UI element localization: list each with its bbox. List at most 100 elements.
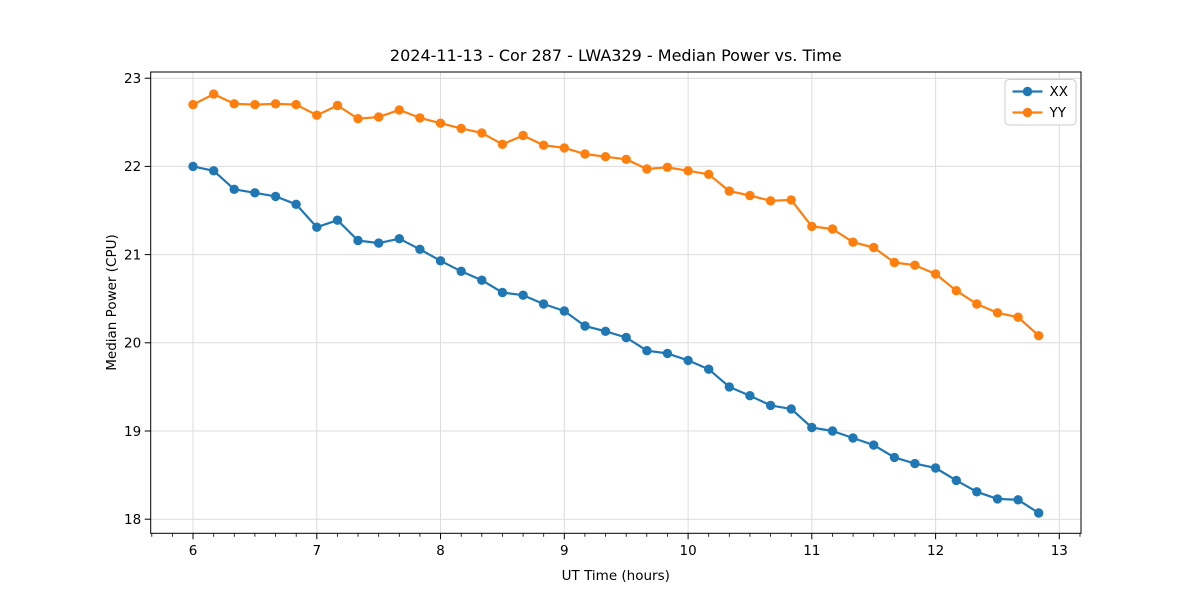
series-xx-point [848, 433, 858, 443]
series-xx-point [538, 299, 549, 309]
series-xx-point [415, 244, 425, 254]
series-xx-point [497, 287, 508, 298]
legend-label-xx: XX [1050, 84, 1069, 100]
series-xx-point [270, 191, 281, 202]
series-yy-point [642, 164, 652, 174]
series-yy-point [745, 190, 755, 201]
y-axis-label: Median Power (CPU) [104, 234, 120, 370]
series-yy-point [848, 237, 858, 247]
series-yy-point [332, 100, 343, 111]
series-xx-point [786, 404, 796, 414]
series-xx-point [1013, 495, 1023, 505]
series-xx-point [312, 222, 322, 232]
y-tick-labels: 18 19 20 21 22 23 [124, 71, 141, 528]
series-yy-point [477, 128, 487, 138]
series-yy-point [291, 99, 301, 110]
series-yy-point [662, 162, 673, 172]
series-yy-point [704, 169, 714, 179]
x-tick-label: 10 [680, 543, 697, 559]
series-yy-point [518, 130, 528, 141]
series-xx-point [250, 188, 260, 198]
series-xx-point [188, 161, 198, 172]
series-xx-point [930, 463, 941, 473]
series-xx-point [642, 346, 652, 356]
series-xx-point [951, 475, 961, 486]
series-yy-point [312, 110, 322, 120]
series-yy-point [972, 299, 982, 309]
series-xx-point [477, 275, 487, 285]
series-xx-point [807, 422, 817, 433]
series-xx-point [662, 348, 673, 359]
series-yy-point [621, 154, 631, 164]
data-series [188, 89, 1044, 518]
series-xx-point [745, 391, 755, 401]
series-yy-point [250, 99, 260, 110]
series-yy-point [374, 112, 384, 122]
series-yy-point [435, 118, 446, 128]
legend-marker-xx [1022, 86, 1033, 97]
series-xx-point [600, 326, 611, 336]
x-tick-label: 11 [803, 543, 820, 559]
y-tick-label: 23 [124, 71, 141, 87]
series-xx-point [972, 487, 982, 497]
x-axis-label: UT Time (hours) [562, 568, 670, 584]
series-xx-point [889, 452, 900, 463]
series-xx-point [435, 256, 446, 266]
series-yy-point [188, 99, 198, 110]
series-xx-point [518, 290, 528, 300]
series-xx-point [559, 306, 569, 316]
legend-label-yy: YY [1049, 105, 1067, 121]
series-xx-point [580, 321, 590, 331]
y-tick-label: 18 [124, 512, 141, 528]
series-yy-point [683, 166, 693, 176]
series-yy-point [724, 186, 734, 196]
series-xx-point [724, 382, 734, 392]
series-xx-point [394, 234, 404, 244]
series-yy-point [992, 308, 1003, 318]
series-yy-point [270, 99, 281, 109]
series-yy-point [807, 221, 817, 232]
series-xx-point [374, 238, 384, 248]
x-tick-labels: 6 7 8 9 10 11 12 13 [189, 543, 1068, 559]
series-xx-point [209, 166, 219, 176]
series-yy-point [580, 149, 590, 159]
series-yy-point [951, 286, 961, 296]
y-tick-label: 21 [124, 247, 141, 263]
grid-lines [150, 72, 1081, 534]
series-yy-point [765, 196, 776, 206]
series-xx-point [992, 494, 1003, 504]
series-yy-point [889, 257, 900, 268]
chart-title: 2024-11-13 - Cor 287 - LWA329 - Median P… [390, 46, 842, 65]
series-xx-point [827, 426, 838, 436]
series-yy-point [600, 152, 611, 162]
x-tick-label: 12 [927, 543, 944, 559]
series-yy-line [191, 93, 1040, 337]
series-yy-point [538, 140, 549, 150]
series-xx-point [704, 364, 714, 374]
y-tick-label: 19 [124, 424, 141, 440]
axis-ticks [144, 77, 1081, 540]
series-xx-point [621, 332, 631, 343]
series-yy-point [456, 123, 466, 134]
plot-border [150, 71, 1082, 534]
series-xx-point [332, 215, 343, 225]
series-yy-point [910, 260, 920, 270]
x-tick-label: 6 [189, 543, 198, 559]
series-yy-point [1034, 331, 1044, 341]
series-yy-point [1013, 312, 1023, 322]
series-xx-point [1034, 508, 1044, 518]
series-yy-point [209, 89, 219, 99]
x-tick-label: 7 [313, 543, 322, 559]
series-xx-point [910, 458, 920, 469]
series-yy-point [497, 139, 508, 149]
y-tick-label: 22 [124, 159, 141, 175]
x-tick-label: 13 [1051, 543, 1068, 559]
series-yy-point [559, 143, 569, 153]
series-yy-point [786, 195, 796, 205]
y-tick-label: 20 [124, 336, 141, 352]
series-xx-point [869, 440, 879, 450]
series-yy-point [353, 114, 363, 124]
series-yy-point [869, 242, 879, 253]
